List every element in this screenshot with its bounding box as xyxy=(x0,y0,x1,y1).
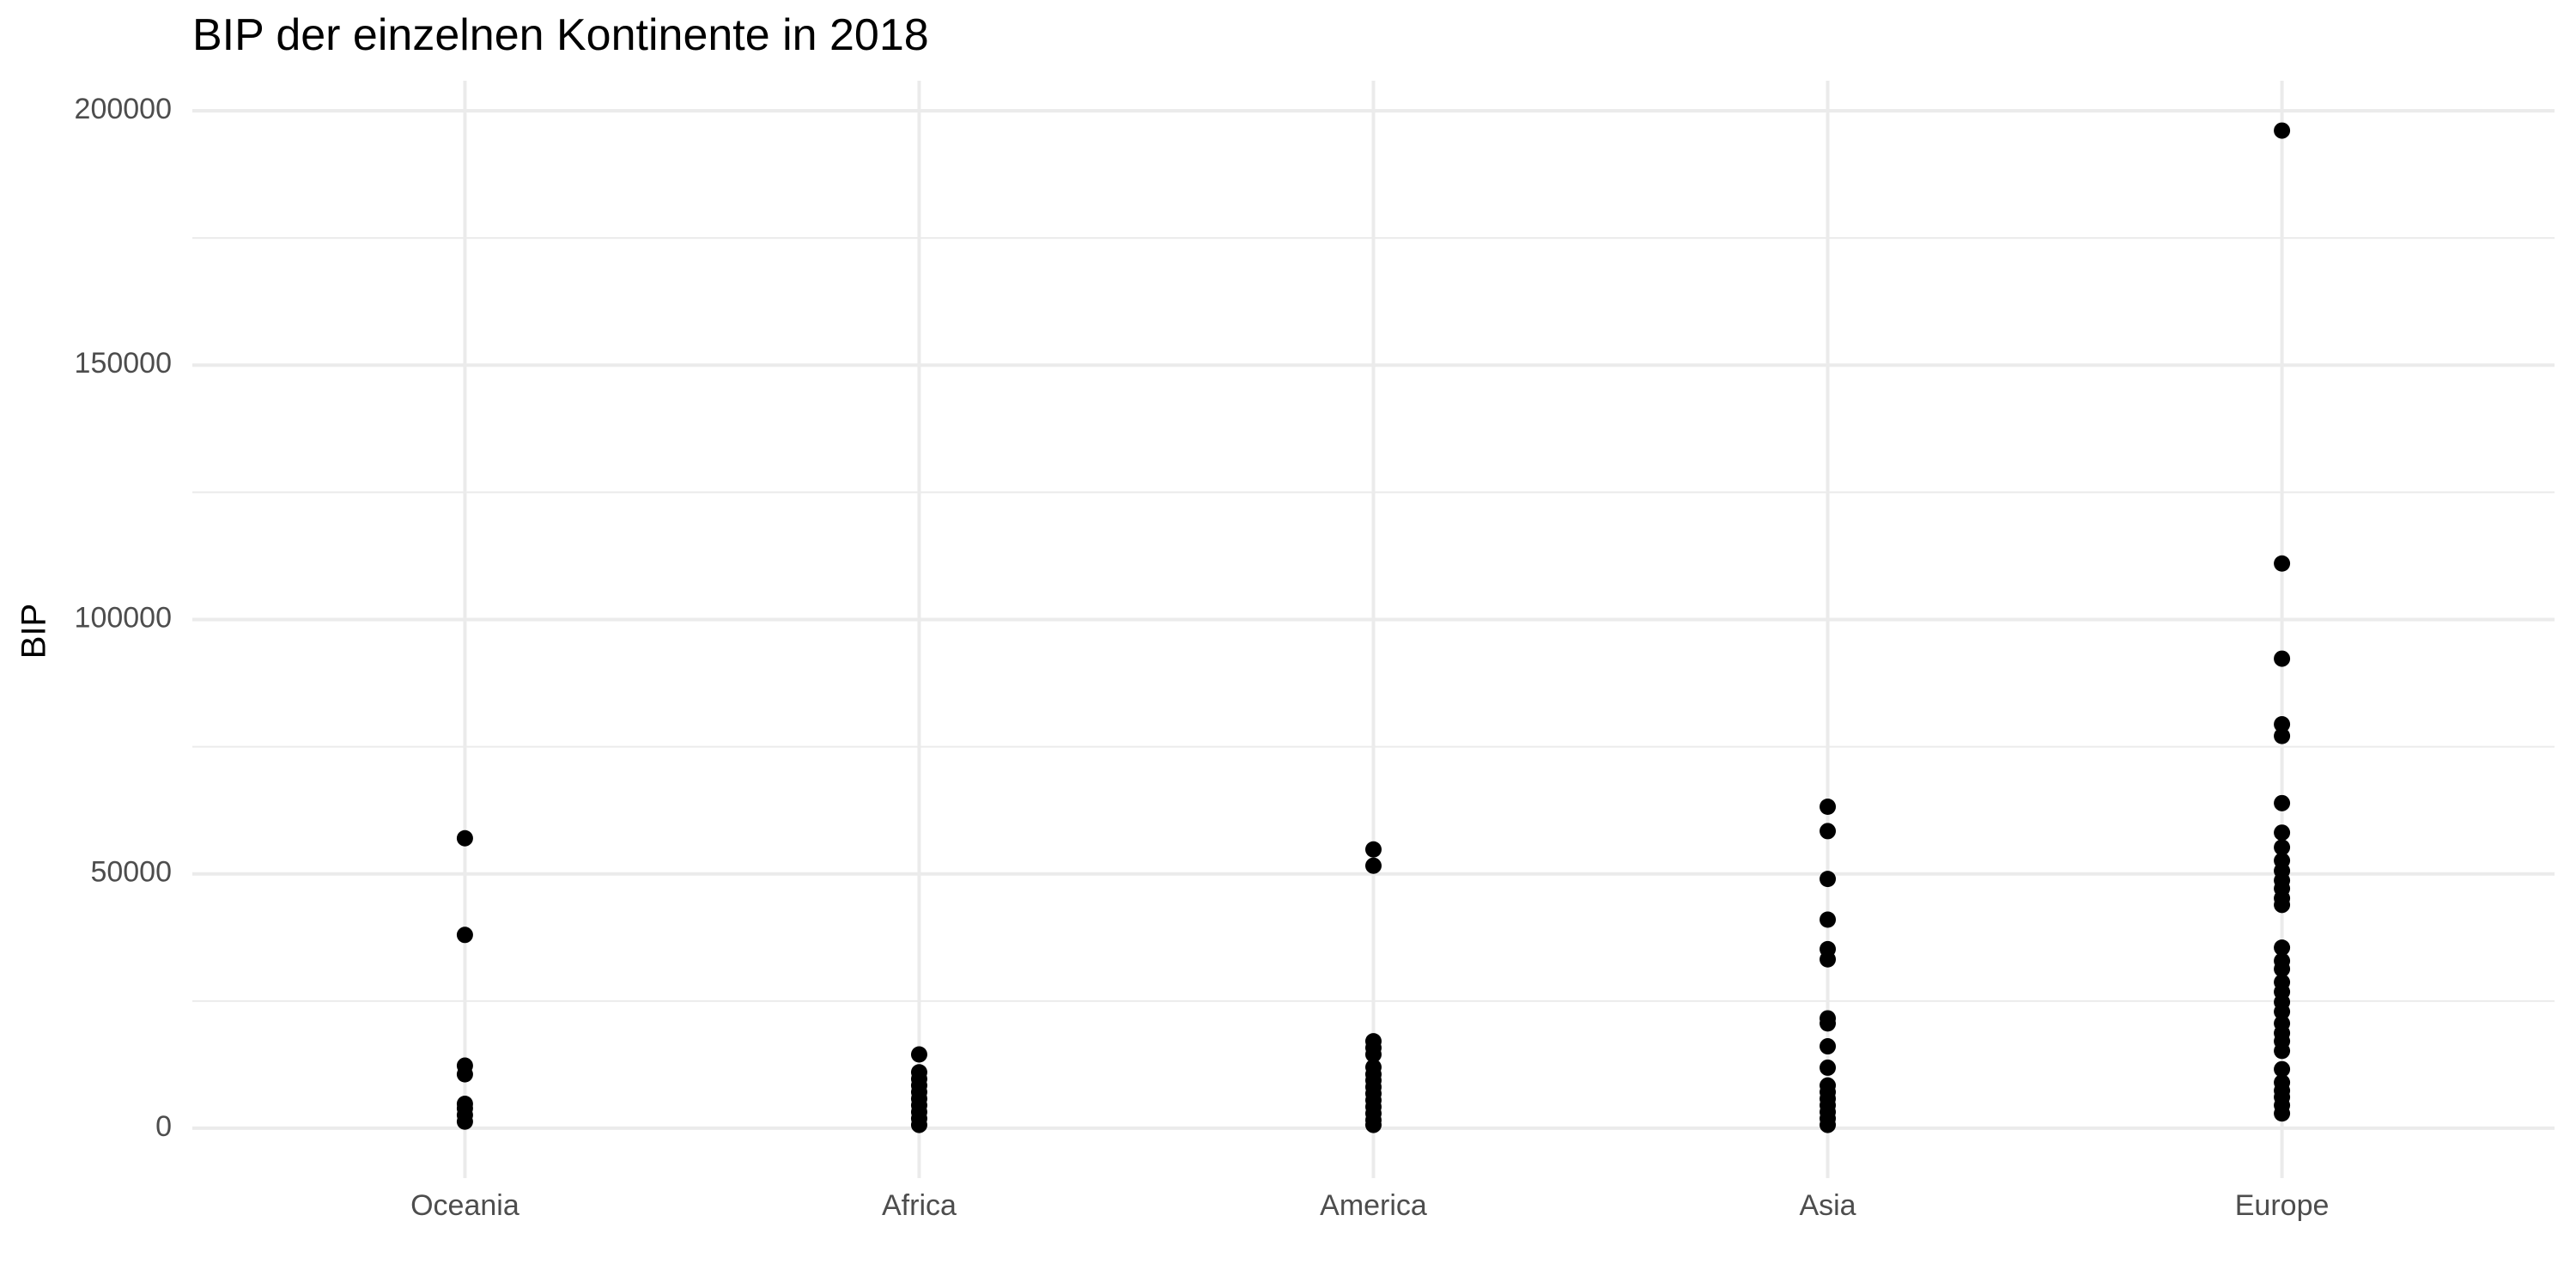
point xyxy=(2274,1042,2291,1060)
x-tick-label: Asia xyxy=(1799,1189,1856,1222)
y-tick-label: 50000 xyxy=(90,856,172,889)
point xyxy=(1365,841,1382,858)
y-tick-label: 0 xyxy=(155,1110,172,1143)
point xyxy=(2274,1060,2291,1078)
point xyxy=(1820,871,1837,888)
point xyxy=(1820,1015,1837,1032)
point xyxy=(1365,1046,1382,1063)
x-tick-label: Europe xyxy=(2235,1189,2330,1222)
point xyxy=(2274,960,2291,977)
x-tick-label: Oceania xyxy=(410,1189,519,1222)
point xyxy=(1365,857,1382,874)
point xyxy=(2274,727,2291,744)
chart-title: BIP der einzelnen Kontinente in 2018 xyxy=(192,10,929,60)
point xyxy=(2274,824,2291,841)
y-axis-label: BIP xyxy=(15,604,53,659)
point xyxy=(1820,823,1837,840)
point xyxy=(2274,650,2291,667)
point xyxy=(456,927,473,944)
point xyxy=(456,1113,473,1130)
point xyxy=(1820,911,1837,928)
point xyxy=(1820,1116,1837,1133)
y-tick-label: 150000 xyxy=(75,347,172,380)
point xyxy=(2274,1105,2291,1122)
point xyxy=(1820,1038,1837,1055)
point xyxy=(1820,798,1837,815)
point xyxy=(2274,794,2291,811)
point xyxy=(910,1116,927,1133)
point xyxy=(456,1066,473,1083)
point xyxy=(2274,715,2291,732)
point xyxy=(1820,1059,1837,1076)
point xyxy=(2274,1003,2291,1020)
point xyxy=(2274,555,2291,572)
point xyxy=(2274,896,2291,914)
y-tick-label: 200000 xyxy=(75,93,172,125)
point xyxy=(2274,122,2291,139)
point xyxy=(1365,1116,1382,1133)
point xyxy=(1820,951,1837,968)
x-tick-label: America xyxy=(1320,1189,1427,1222)
x-tick-label: Africa xyxy=(882,1189,957,1222)
point xyxy=(2274,939,2291,957)
point xyxy=(2274,839,2291,856)
point xyxy=(456,829,473,847)
y-tick-label: 100000 xyxy=(75,601,172,634)
point xyxy=(910,1046,927,1063)
